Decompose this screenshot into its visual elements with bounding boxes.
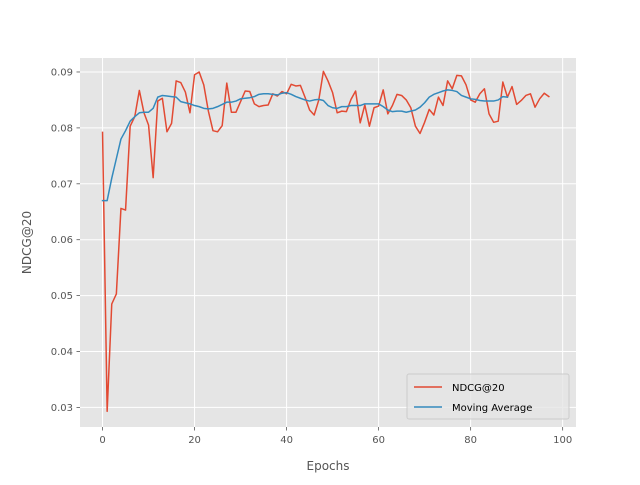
x-tick-label: 100 — [553, 435, 572, 446]
y-tick-label: 0.03 — [51, 403, 73, 414]
y-tick-label: 0.08 — [51, 123, 73, 134]
legend-label-ndcg: NDCG@20 — [452, 383, 505, 394]
y-tick-label: 0.07 — [51, 179, 73, 190]
x-axis-title: Epochs — [307, 459, 350, 473]
y-tick-label: 0.06 — [51, 235, 73, 246]
y-tick-label: 0.04 — [51, 347, 73, 358]
x-tick-label: 0 — [99, 435, 105, 446]
x-tick-label: 40 — [280, 435, 293, 446]
ticks: 0 20 40 60 80 100 0.03 0.04 0.05 0.06 0.07 0.08 0.09 — [51, 67, 572, 446]
x-tick-label: 80 — [464, 435, 477, 446]
x-tick-label: 60 — [372, 435, 385, 446]
grid — [80, 58, 576, 427]
series-layer — [101, 70, 550, 413]
ndcg-series-line — [101, 70, 550, 413]
legend: NDCG@20 Moving Average — [406, 373, 570, 420]
y-tick-label: 0.05 — [51, 291, 73, 302]
x-tick-label: 20 — [188, 435, 201, 446]
legend-box — [406, 373, 570, 420]
moving-average-series-line — [101, 89, 509, 202]
legend-label-moving-average: Moving Average — [452, 403, 532, 414]
plot-area — [80, 58, 576, 427]
y-axis-title: NDCG@20 — [20, 211, 34, 274]
y-tick-label: 0.09 — [51, 67, 73, 78]
